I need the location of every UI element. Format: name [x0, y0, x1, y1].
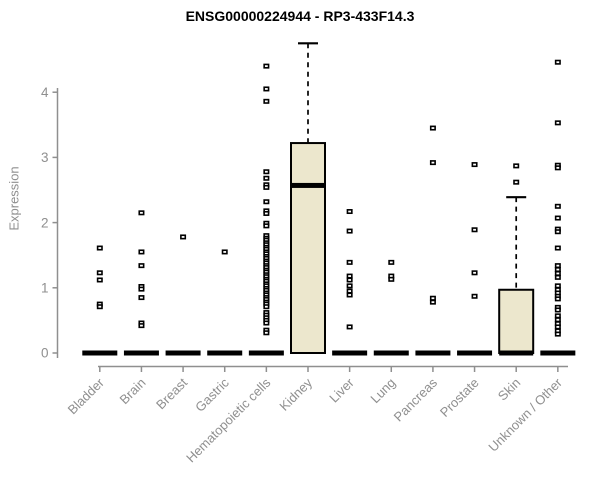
- outlier-point: [138, 210, 145, 216]
- x-tick-label: Lung: [367, 375, 398, 406]
- chart-title: ENSG00000224944 - RP3-433F14.3: [185, 8, 415, 24]
- median-line: [499, 350, 534, 356]
- outlier-point: [96, 245, 103, 251]
- outlier-point: [96, 277, 103, 283]
- y-tick-label: 2: [41, 215, 49, 230]
- outlier-point: [388, 276, 395, 282]
- outlier-point: [263, 223, 270, 229]
- zero-median-bar: [207, 350, 243, 356]
- outlier-point: [554, 120, 561, 126]
- outlier-point: [429, 160, 436, 166]
- outlier-point: [554, 313, 561, 319]
- outlier-point: [554, 203, 561, 209]
- outlier-point: [471, 162, 478, 168]
- y-tick-label: 4: [41, 85, 49, 100]
- outlier-point: [554, 59, 561, 65]
- outlier-point: [513, 179, 520, 185]
- outlier-point: [263, 184, 270, 190]
- outlier-point: [138, 263, 145, 269]
- x-tick-label: Liver: [326, 375, 357, 406]
- outlier-point: [346, 292, 353, 298]
- outlier-point: [346, 259, 353, 265]
- outlier-point: [263, 169, 270, 175]
- outlier-point: [263, 98, 270, 104]
- outlier-point: [388, 259, 395, 265]
- outlier-point: [346, 228, 353, 234]
- x-tick-label: Breast: [153, 375, 190, 412]
- zero-median-bar: [82, 350, 118, 356]
- outlier-point: [554, 263, 561, 269]
- outlier-point: [346, 277, 353, 283]
- x-tick-label: Prostate: [437, 375, 482, 420]
- outlier-point: [221, 249, 228, 255]
- outlier-point: [554, 229, 561, 235]
- outlier-point: [346, 283, 353, 289]
- outlier-point: [346, 324, 353, 330]
- outlier-point: [471, 227, 478, 233]
- outlier-point: [554, 283, 561, 289]
- y-tick-label: 3: [41, 150, 49, 165]
- zero-median-bar: [332, 350, 368, 356]
- outlier-point: [554, 270, 561, 276]
- outlier-point: [429, 299, 436, 305]
- x-tick-label: Pancreas: [391, 375, 441, 425]
- outlier-point: [554, 307, 561, 313]
- outlier-point: [96, 270, 103, 276]
- outlier-point: [554, 245, 561, 251]
- outlier-point: [554, 274, 561, 280]
- box-iqr: [290, 142, 326, 354]
- box-iqr: [498, 288, 535, 355]
- outlier-point: [554, 215, 561, 221]
- outlier-point: [138, 249, 145, 255]
- zero-median-bar: [123, 350, 159, 356]
- outlier-point: [346, 273, 353, 279]
- y-tick-label: 0: [41, 346, 49, 361]
- x-tick-label: Skin: [495, 375, 523, 403]
- zero-median-bar: [165, 350, 201, 356]
- outlier-point: [263, 210, 270, 216]
- outlier-point: [346, 209, 353, 215]
- outlier-point: [554, 331, 561, 337]
- outlier-point: [429, 125, 436, 131]
- zero-median-bar: [415, 350, 451, 356]
- outlier-point: [346, 288, 353, 294]
- outlier-point: [180, 234, 187, 240]
- outlier-point: [138, 295, 145, 301]
- outlier-point: [138, 323, 145, 329]
- outlier-point: [138, 286, 145, 292]
- x-tick-label: Bladder: [65, 375, 108, 418]
- outlier-point: [263, 320, 270, 326]
- outlier-point: [263, 304, 270, 310]
- zero-median-bar: [248, 350, 284, 356]
- outlier-point: [554, 165, 561, 171]
- outlier-point: [263, 199, 270, 205]
- outlier-point: [429, 295, 436, 301]
- outlier-point: [554, 267, 561, 273]
- outlier-point: [554, 324, 561, 330]
- x-tick-label: Unknown / Other: [485, 375, 565, 455]
- zero-median-bar: [373, 350, 409, 356]
- outlier-point: [96, 304, 103, 310]
- outlier-point: [471, 270, 478, 276]
- outlier-point: [263, 86, 270, 92]
- x-tick-label: Kidney: [276, 375, 315, 414]
- outlier-point: [554, 296, 561, 302]
- x-tick-label: Gastric: [192, 375, 232, 415]
- outlier-point: [263, 330, 270, 336]
- median-line: [291, 182, 325, 188]
- zero-median-bar: [540, 350, 576, 356]
- x-tick-label: Brain: [116, 375, 148, 407]
- outlier-point: [263, 63, 270, 69]
- zero-median-bar: [457, 350, 493, 356]
- outlier-point: [554, 317, 561, 323]
- outlier-point: [471, 293, 478, 299]
- y-tick-label: 1: [41, 281, 49, 296]
- outlier-point: [513, 163, 520, 169]
- outlier-point: [263, 175, 270, 181]
